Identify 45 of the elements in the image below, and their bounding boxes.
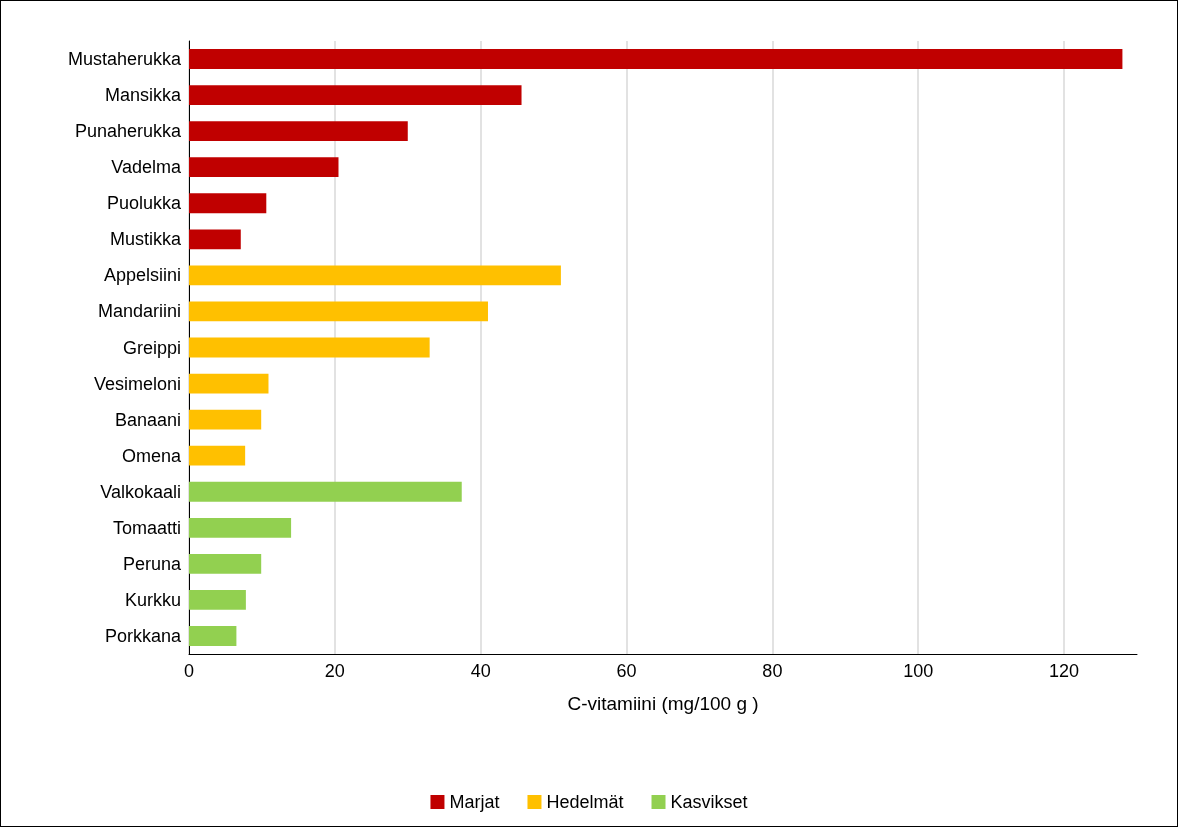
- y-tick-label: Mandariini: [97, 301, 181, 322]
- bar: [189, 445, 246, 466]
- x-tick-label: 100: [903, 661, 934, 681]
- bar: [189, 373, 269, 394]
- bar: [189, 49, 1123, 69]
- y-tick-label: Mansikka: [104, 85, 182, 106]
- bar: [189, 553, 262, 574]
- bar: [189, 157, 339, 178]
- x-tick-label: 20: [324, 661, 345, 681]
- bar: [189, 229, 241, 250]
- bar: [189, 517, 292, 538]
- bar: [189, 590, 246, 610]
- x-tick-label: 80: [762, 661, 783, 681]
- y-tick-label: Banaani: [114, 409, 181, 430]
- y-tick-label: Omena: [121, 445, 182, 466]
- x-axis-title: C-vitamiini (mg/100 g ): [567, 693, 759, 714]
- bar: [189, 626, 237, 646]
- bar: [189, 85, 522, 105]
- bar: [189, 481, 462, 502]
- x-tick-label: 60: [616, 661, 637, 681]
- bar: [189, 193, 267, 214]
- bar: [189, 265, 561, 286]
- y-tick-label: Vadelma: [111, 157, 182, 178]
- x-tick-label: 120: [1049, 661, 1080, 681]
- y-tick-label: Peruna: [122, 553, 182, 574]
- x-tick-label: 0: [183, 661, 195, 681]
- bar: [189, 337, 430, 358]
- y-tick-label: Appelsiini: [103, 265, 181, 286]
- y-tick-label: Punaherukka: [74, 121, 182, 142]
- y-tick-label: Kurkku: [124, 589, 181, 610]
- bar: [189, 301, 488, 322]
- bar: [189, 121, 408, 142]
- y-tick-label: Vesimeloni: [93, 373, 181, 394]
- y-tick-label: Tomaatti: [112, 517, 181, 538]
- y-tick-label: Puolukka: [106, 193, 182, 214]
- y-tick-label: Greippi: [122, 337, 181, 358]
- x-tick-label: 40: [470, 661, 491, 681]
- y-tick-label: Valkokaali: [100, 481, 181, 502]
- bar: [189, 409, 262, 430]
- y-tick-label: Mustikka: [109, 229, 182, 250]
- y-tick-label: Mustaherukka: [67, 49, 182, 70]
- y-tick-label: Porkkana: [104, 625, 182, 646]
- legend-label: Marjat: [449, 792, 500, 812]
- legend-label: Hedelmät: [546, 792, 624, 812]
- legend-label: Kasvikset: [670, 792, 748, 812]
